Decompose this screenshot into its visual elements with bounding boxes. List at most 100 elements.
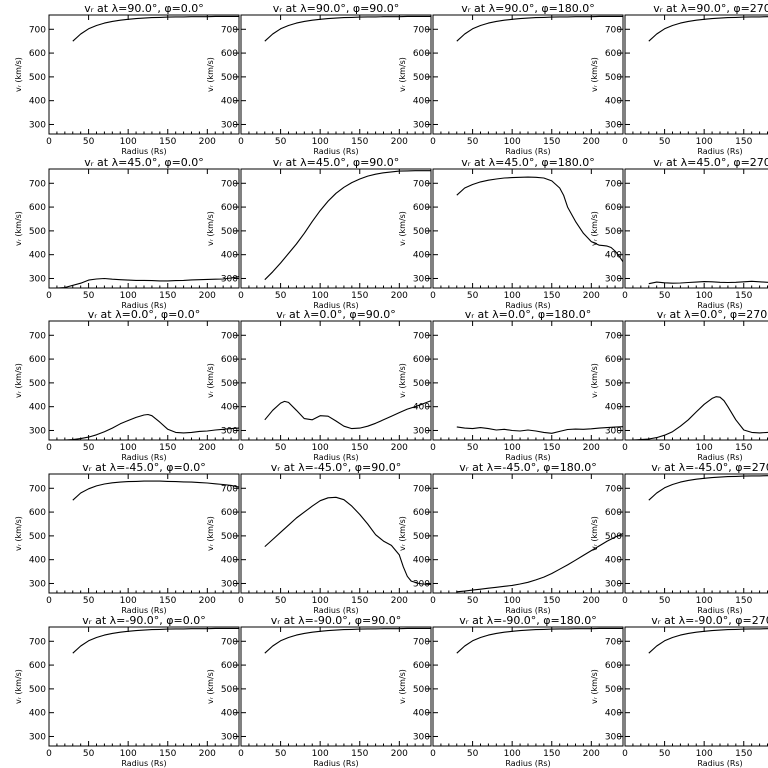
y-tick-label: 600 [221,661,238,671]
y-tick-label: 300 [413,274,430,284]
panel: vᵣ at λ=-90.0°, φ=0.0° 0 50 100 150 200 300 400… [14,614,240,768]
x-tick-label: 100 [312,443,329,453]
panel: vᵣ at λ=0.0°, φ=90.0° 0 50 100 150 200 300 400 5… [206,308,432,462]
x-axis-label: Radius (Rs) [121,301,166,310]
y-axis-label: vᵣ (km/s) [398,669,407,704]
y-tick-label: 600 [29,355,46,365]
y-tick-label: 700 [605,25,622,35]
series-line [648,280,768,285]
series-line [72,480,239,501]
x-tick-label: 100 [696,137,713,147]
y-tick-label: 500 [413,73,430,83]
panel: vᵣ at λ=90.0°, φ=90.0° 0 50 100 150 200 300 400… [206,2,432,156]
panel-title: vᵣ at λ=-90.0°, φ=0.0° [82,614,206,627]
y-tick-label: 700 [221,331,238,341]
y-tick-label: 700 [413,484,430,494]
x-tick-label: 0 [46,137,52,147]
panel: vᵣ at λ=-90.0°, φ=90.0° 0 50 100 150 200 300 40… [206,614,432,768]
x-tick-label: 0 [430,443,436,453]
series-line [456,532,623,593]
x-axis-label: Radius (Rs) [505,606,550,615]
y-tick-label: 500 [605,73,622,83]
y-tick-label: 700 [221,25,238,35]
x-tick-label: 50 [659,137,671,147]
y-tick-label: 300 [605,579,622,589]
x-tick-label: 100 [696,596,713,606]
y-tick-label: 400 [29,556,46,566]
y-tick-label: 700 [29,484,46,494]
series-line [72,627,239,654]
x-tick-label: 0 [430,291,436,301]
panel-title: vᵣ at λ=0.0°, φ=90.0° [276,308,396,321]
y-tick-label: 700 [605,331,622,341]
x-tick-label: 50 [83,291,95,301]
y-tick-label: 300 [29,426,46,436]
y-tick-label: 500 [29,73,46,83]
y-tick-label: 400 [221,97,238,107]
series-line [648,628,768,654]
x-tick-label: 150 [543,596,560,606]
y-tick-label: 400 [29,709,46,719]
x-tick-label: 200 [199,749,216,759]
x-axis-label: Radius (Rs) [313,147,358,156]
x-tick-label: 150 [543,291,560,301]
x-tick-label: 50 [467,596,479,606]
panel-title: vᵣ at λ=-90.0°, φ=180.0° [459,614,597,627]
y-axis-label: vᵣ (km/s) [206,211,215,246]
x-tick-label: 200 [199,291,216,301]
y-tick-label: 500 [413,379,430,389]
y-tick-label: 500 [413,532,430,542]
y-tick-label: 500 [29,685,46,695]
series-line [456,15,623,42]
y-tick-label: 700 [413,179,430,189]
x-tick-label: 150 [735,749,752,759]
panel-title: vᵣ at λ=-90.0°, φ=270.0° [651,614,768,627]
x-tick-label: 150 [159,291,176,301]
y-tick-label: 600 [413,49,430,59]
x-tick-label: 100 [504,137,521,147]
x-tick-label: 50 [83,749,95,759]
x-tick-label: 200 [199,137,216,147]
x-axis-label: Radius (Rs) [121,147,166,156]
x-axis-label: Radius (Rs) [313,759,358,768]
y-tick-label: 400 [413,556,430,566]
x-tick-label: 200 [391,596,408,606]
x-tick-label: 0 [238,596,244,606]
y-tick-label: 700 [29,25,46,35]
x-tick-label: 0 [238,137,244,147]
x-tick-label: 100 [312,291,329,301]
x-tick-label: 50 [83,137,95,147]
y-tick-label: 400 [29,251,46,261]
series-line [264,15,431,42]
x-tick-label: 100 [120,749,137,759]
x-tick-label: 0 [622,749,628,759]
y-tick-label: 400 [605,97,622,107]
y-axis-label: vᵣ (km/s) [590,363,599,398]
panel-title: vᵣ at λ=-45.0°, φ=270.0° [651,461,768,474]
x-tick-label: 200 [391,443,408,453]
panel-title: vᵣ at λ=0.0°, φ=180.0° [465,308,592,321]
x-tick-label: 150 [543,443,560,453]
x-axis-label: Radius (Rs) [313,606,358,615]
y-axis-label: vᵣ (km/s) [206,669,215,704]
y-tick-label: 500 [221,379,238,389]
x-tick-label: 50 [659,596,671,606]
y-tick-label: 600 [605,355,622,365]
x-tick-label: 0 [238,291,244,301]
panel: vᵣ at λ=45.0°, φ=90.0° 0 50 100 150 200 300 400… [206,156,432,310]
y-tick-label: 500 [221,685,238,695]
panel: vᵣ at λ=45.0°, φ=270.0°05010015020030040… [590,156,768,310]
y-tick-label: 400 [221,251,238,261]
y-tick-label: 300 [413,579,430,589]
y-axis-label: vᵣ (km/s) [398,516,407,551]
x-axis-label: Radius (Rs) [505,301,550,310]
y-tick-label: 500 [605,532,622,542]
y-axis-label: vᵣ (km/s) [398,211,407,246]
x-tick-label: 100 [696,291,713,301]
x-tick-label: 50 [659,291,671,301]
x-tick-label: 0 [622,137,628,147]
x-axis-label: Radius (Rs) [313,453,358,462]
plot-frame [624,626,768,747]
y-axis-label: vᵣ (km/s) [206,516,215,551]
y-tick-label: 600 [221,49,238,59]
